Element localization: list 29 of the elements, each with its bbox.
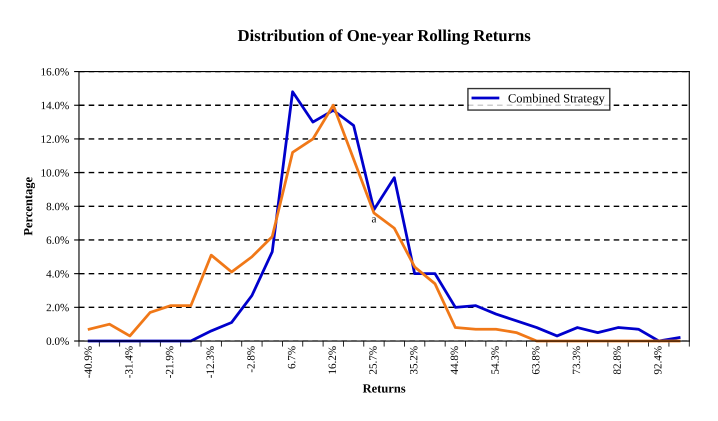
x-tick-label: -2.8% xyxy=(247,346,255,372)
x-tick-label: 73.3% xyxy=(572,346,580,374)
x-tick-label: 16.2% xyxy=(328,346,336,374)
x-tick-label: 44.8% xyxy=(450,346,458,374)
y-tick-label: 12.0% xyxy=(42,135,69,143)
x-tick-label: 63.8% xyxy=(532,346,540,374)
x-tick-label: -40.9% xyxy=(84,346,92,378)
y-tick-label: 0.0% xyxy=(46,337,69,346)
annotation: a xyxy=(372,217,376,223)
x-tick-label: -31.4% xyxy=(125,346,133,378)
x-axis-title: Returns xyxy=(362,384,406,393)
y-tick-label: 6.0% xyxy=(46,236,69,244)
x-tick-label: 92.4% xyxy=(654,346,662,374)
y-tick-label: 10.0% xyxy=(42,169,69,177)
x-tick-label: -21.9% xyxy=(166,346,174,378)
y-axis-title: Percentage xyxy=(24,177,36,236)
x-tick-label: 82.8% xyxy=(613,346,621,374)
y-tick-label: 2.0% xyxy=(46,304,69,312)
x-tick-label: 6.7% xyxy=(288,346,296,369)
y-tick-label: 16.0% xyxy=(42,68,69,76)
legend-label: Combined Strategy xyxy=(508,94,605,106)
x-tick-label: 25.7% xyxy=(369,346,377,374)
x-tick-label: -12.3% xyxy=(206,346,214,378)
x-tick-label: 54.3% xyxy=(491,346,499,374)
y-tick-label: 14.0% xyxy=(42,102,69,110)
y-tick-label: 4.0% xyxy=(46,270,69,278)
chart-title: Distribution of One-year Rolling Returns xyxy=(238,29,530,45)
x-tick-label: 35.2% xyxy=(410,346,418,374)
y-tick-label: 8.0% xyxy=(46,202,69,210)
